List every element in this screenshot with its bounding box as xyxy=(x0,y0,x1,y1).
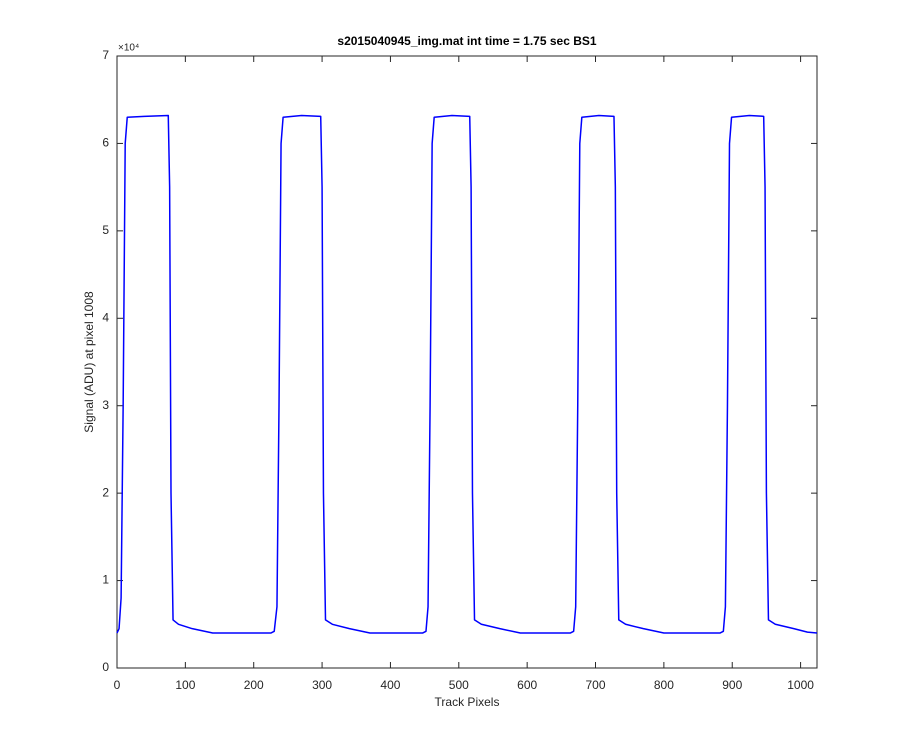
y-exponent-label: ×10⁴ xyxy=(118,43,139,54)
data-line xyxy=(116,114,818,634)
y-tick-label: 1 xyxy=(102,573,109,587)
y-tick-label: 0 xyxy=(102,660,109,674)
x-tick-label: 600 xyxy=(517,678,537,692)
y-tick-label: 2 xyxy=(102,485,109,499)
y-tick-label: 5 xyxy=(102,223,109,237)
x-tick-label: 400 xyxy=(380,678,400,692)
x-tick-label: 200 xyxy=(244,678,264,692)
plot-area xyxy=(116,55,818,669)
y-tick-label: 4 xyxy=(102,310,109,324)
x-tick-label: 0 xyxy=(114,678,121,692)
y-tick-label: 6 xyxy=(102,136,109,150)
x-tick-label: 300 xyxy=(312,678,332,692)
x-tick-label: 800 xyxy=(654,678,674,692)
x-tick-label: 500 xyxy=(449,678,469,692)
x-tick-label: 700 xyxy=(586,678,606,692)
x-axis-label: Track Pixels xyxy=(435,695,500,709)
y-axis-label: Signal (ADU) at pixel 1008 xyxy=(82,291,96,433)
x-tick-label: 900 xyxy=(722,678,742,692)
y-tick-label: 3 xyxy=(102,398,109,412)
chart-title: s2015040945_img.mat int time = 1.75 sec … xyxy=(337,34,596,48)
x-tick-label: 1000 xyxy=(787,678,814,692)
y-tick-label: 7 xyxy=(102,48,109,62)
x-tick-label: 100 xyxy=(175,678,195,692)
